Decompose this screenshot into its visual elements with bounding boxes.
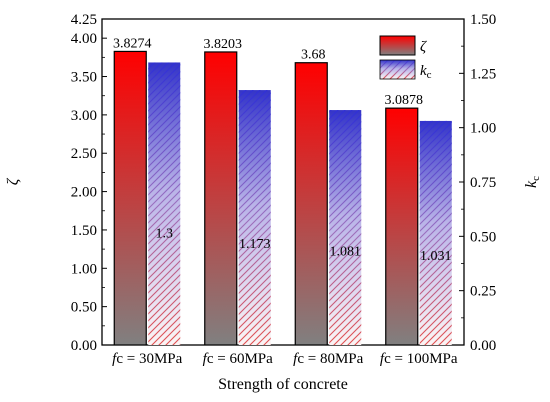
x-axis-title: Strength of concrete: [218, 376, 348, 393]
left-tick-label: 1.00: [71, 261, 97, 277]
legend-swatch-kc-hatch: [380, 60, 415, 79]
data-label-kc: 1.173: [239, 237, 271, 252]
right-tick-label: 0.75: [470, 175, 496, 191]
left-tick-label: 3.50: [71, 70, 97, 86]
data-label-kc: 1.3: [156, 227, 174, 242]
left-tick-label: 0.50: [71, 300, 97, 316]
bar-zeta: [113, 50, 147, 345]
bar-zeta: [385, 107, 419, 345]
bar-kc-hatch: [238, 90, 271, 345]
data-label-kc: 1.081: [330, 245, 362, 260]
left-tick-label: 4.25: [71, 12, 97, 28]
x-tick-label: fc = 100MPa: [380, 351, 458, 367]
right-tick-label: 0.50: [470, 229, 496, 245]
bar-kc-hatch: [148, 62, 181, 345]
data-label-kc: 1.031: [420, 249, 452, 264]
legend: ζ kc: [379, 35, 432, 81]
data-label-zeta: 3.8203: [204, 37, 243, 52]
left-tick-label: 2.00: [71, 185, 97, 201]
legend-label-zeta: ζ: [420, 39, 427, 55]
right-tick-label: 1.25: [470, 66, 496, 82]
bar-kc-hatch: [419, 120, 452, 345]
left-axis-title: ζ: [5, 177, 22, 185]
x-tick-label: fc = 30MPa: [112, 351, 182, 367]
left-tick-label: 4.00: [71, 31, 97, 47]
left-tick-label: 1.50: [71, 223, 97, 239]
left-tick-label: 2.50: [71, 146, 97, 162]
bar-zeta: [294, 62, 328, 345]
x-tick-label: fc = 60MPa: [203, 351, 273, 367]
legend-swatch-kc-border: [379, 59, 416, 80]
left-tick-label: 0.00: [71, 338, 97, 354]
left-tick-label: 3.00: [71, 108, 97, 124]
x-tick-label: fc = 80MPa: [293, 351, 363, 367]
data-label-zeta: 3.0878: [385, 93, 424, 108]
legend-label-kc: kc: [420, 63, 432, 81]
bar-kc-hatch: [329, 110, 362, 345]
right-axis-title: kc: [523, 176, 542, 188]
bar-zeta: [204, 51, 238, 345]
right-tick-label: 0.25: [470, 284, 496, 300]
data-label-zeta: 3.8274: [113, 36, 152, 51]
right-tick-label: 1.00: [470, 121, 496, 137]
legend-swatch-zeta: [379, 35, 416, 56]
right-tick-label: 0.00: [470, 338, 496, 354]
data-label-zeta: 3.68: [301, 48, 326, 63]
right-tick-label: 1.50: [470, 12, 496, 28]
